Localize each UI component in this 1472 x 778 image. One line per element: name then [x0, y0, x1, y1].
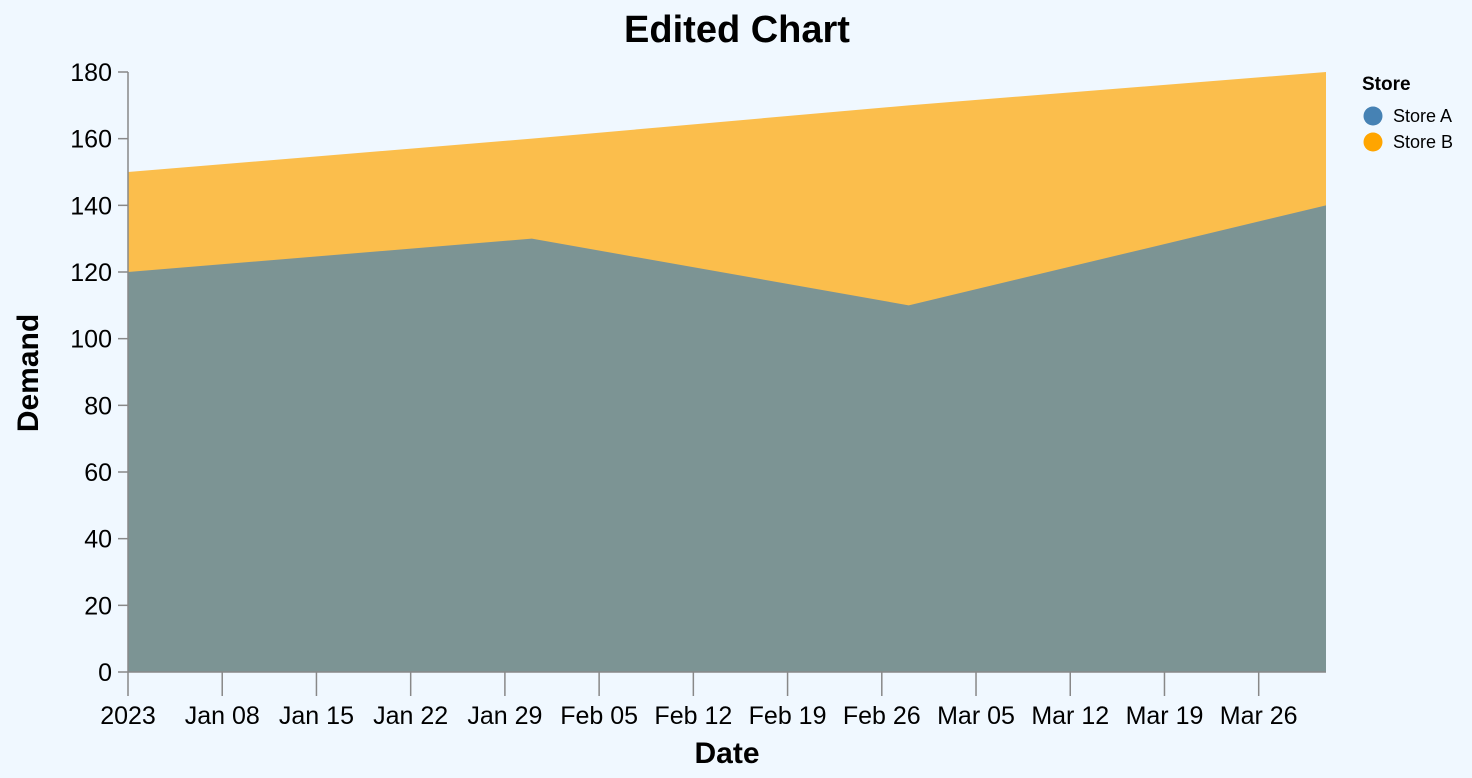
x-tick-label: Mar 05 — [937, 702, 1015, 730]
areas-layer — [128, 72, 1326, 673]
chart-title: Edited Chart — [624, 9, 850, 51]
x-tick-label: Feb 19 — [749, 702, 827, 730]
x-axis-ticks: 2023 Jan 08 Jan 15 Jan 22 Jan 29 Feb 05 Feb 12… — [100, 672, 1298, 730]
x-axis-title: Date — [694, 737, 759, 770]
x-tick-label: Jan 22 — [373, 702, 448, 730]
y-tick-label: 40 — [84, 526, 112, 554]
x-tick-label: Feb 05 — [560, 702, 638, 730]
x-tick-label: Jan 08 — [185, 702, 260, 730]
legend: Store Store A Store B — [1362, 74, 1453, 152]
y-tick-label: 180 — [70, 59, 112, 87]
y-tick-label: 120 — [70, 259, 112, 287]
legend-title: Store — [1362, 74, 1411, 95]
y-tick-label: 80 — [84, 392, 112, 420]
y-tick-label: 0 — [98, 659, 112, 687]
y-tick-label: 60 — [84, 459, 112, 487]
x-tick-label: Feb 26 — [843, 702, 921, 730]
legend-label-store-b: Store B — [1393, 132, 1453, 152]
x-tick-label: Feb 12 — [654, 702, 732, 730]
axes-layer — [127, 72, 1326, 673]
x-tick-label: Mar 19 — [1126, 702, 1204, 730]
y-axis-ticks: 0 20 40 60 80 100 120 140 160 180 — [70, 59, 128, 687]
legend-swatch-store-a — [1363, 106, 1383, 126]
legend-label-store-a: Store A — [1393, 106, 1452, 126]
x-tick-label: 2023 — [100, 702, 156, 730]
area-store-a — [128, 205, 1326, 673]
legend-swatch-store-b — [1363, 132, 1383, 152]
y-tick-label: 100 — [70, 326, 112, 354]
y-tick-label: 140 — [70, 192, 112, 220]
x-tick-label: Mar 26 — [1220, 702, 1298, 730]
x-tick-label: Mar 12 — [1031, 702, 1109, 730]
x-tick-label: Jan 29 — [467, 702, 542, 730]
x-tick-label: Jan 15 — [279, 702, 354, 730]
y-tick-label: 160 — [70, 126, 112, 154]
y-tick-label: 20 — [84, 592, 112, 620]
y-axis-title: Demand — [12, 314, 45, 432]
legend-items: Store A Store B — [1363, 106, 1453, 152]
